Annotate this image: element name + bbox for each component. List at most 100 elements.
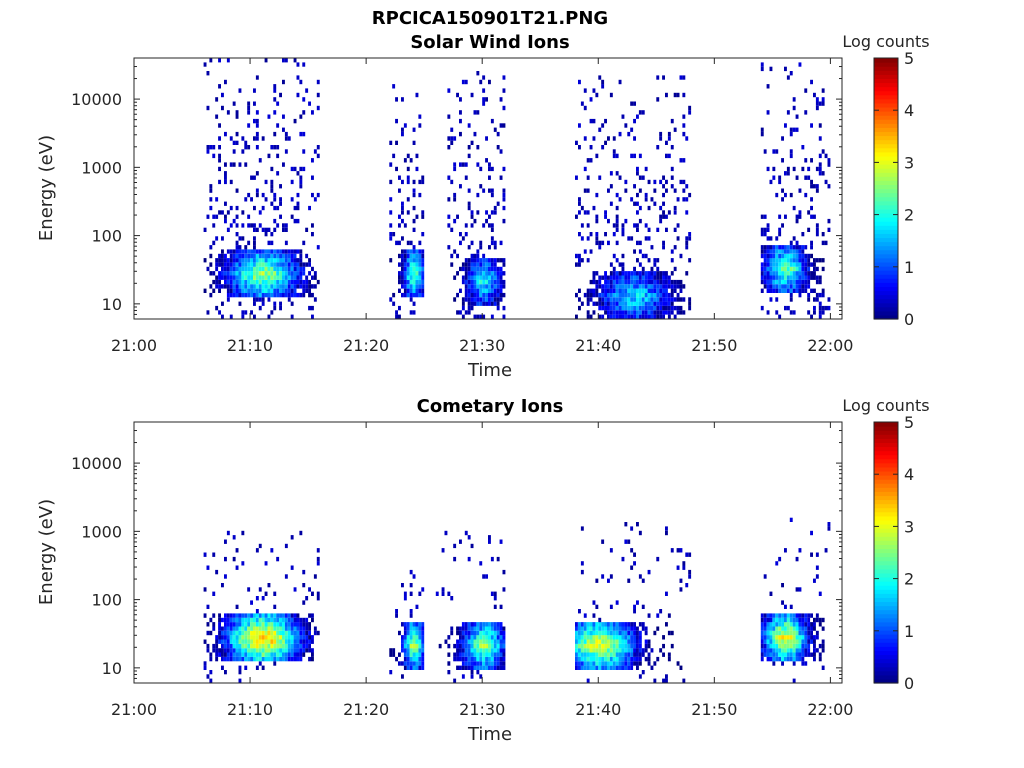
spectrogram-cell (316, 105, 320, 111)
spectrogram-cell (226, 643, 230, 649)
spectrogram-cell (775, 635, 779, 640)
spectrogram-cell (496, 284, 500, 289)
spectrogram-cell (621, 652, 625, 657)
spectrogram-cell (255, 635, 259, 640)
spectrogram-cell (401, 266, 404, 272)
spectrogram-cell (415, 253, 419, 259)
spectrogram-cell (586, 258, 590, 263)
spectrogram-cell (235, 253, 239, 259)
spectrogram-cell (238, 678, 242, 683)
spectrogram-cell (203, 227, 207, 232)
spectrogram-cell (401, 258, 404, 263)
spectrogram-cell (253, 279, 256, 285)
spectrogram-cell (282, 630, 285, 636)
colorbar-swatch (874, 670, 898, 676)
spectrogram-cell (612, 630, 616, 636)
spectrogram-cell (801, 166, 805, 172)
spectrogram-cell (650, 197, 654, 202)
spectrogram-cell (612, 271, 616, 276)
spectrogram-cell (253, 613, 256, 618)
spectrogram-cell (670, 288, 674, 293)
spectrogram-cell (459, 240, 462, 246)
colorbar-swatch (874, 274, 898, 279)
spectrogram-cell (612, 635, 616, 640)
spectrogram-cell (644, 275, 648, 280)
spectrogram-cell (392, 292, 396, 298)
spectrogram-cell (586, 656, 590, 662)
spectrogram-cell (821, 305, 825, 311)
spectrogram-cell (229, 262, 233, 267)
spectrogram-cell (296, 218, 300, 224)
spectrogram-cell (813, 578, 816, 583)
spectrogram-cell (421, 249, 425, 254)
spectrogram-cell (766, 227, 770, 232)
spectrogram-cell (235, 639, 239, 644)
spectrogram-cell (636, 288, 639, 293)
spectrogram-cell (273, 131, 277, 137)
spectrogram-cell (302, 292, 306, 298)
spectrogram-cell (766, 622, 770, 627)
spectrogram-cell (647, 258, 651, 263)
spectrogram-cell (659, 284, 663, 289)
spectrogram-cell (682, 310, 686, 315)
spectrogram-cell (241, 284, 245, 289)
spectrogram-cell (224, 258, 227, 263)
spectrogram-cell (488, 162, 491, 167)
spectrogram-cell (778, 626, 782, 631)
colorbar-swatch (874, 491, 898, 497)
spectrogram-cell (607, 218, 610, 224)
spectrogram-cell (415, 92, 419, 98)
spectrogram-cell (276, 635, 280, 640)
spectrogram-cell (499, 656, 503, 662)
spectrogram-cell (485, 158, 488, 163)
spectrogram-cell (302, 279, 306, 285)
spectrogram-cell (401, 275, 404, 280)
spectrogram-cell (264, 227, 268, 232)
spectrogram-cell (772, 262, 776, 267)
spectrogram-cell (224, 670, 227, 675)
colorbar-swatch (874, 66, 898, 71)
spectrogram-cell (609, 630, 613, 636)
spectrogram-cell (453, 297, 457, 302)
spectrogram-cell (401, 201, 404, 206)
spectrogram-cell (290, 314, 294, 319)
spectrogram-cell (798, 214, 802, 219)
spectrogram-cell (459, 648, 462, 653)
spectrogram-cell (633, 626, 636, 631)
spectrogram-cell (650, 305, 654, 311)
spectrogram-cell (311, 591, 314, 596)
spectrogram-cell (807, 630, 811, 636)
spectrogram-cell (284, 617, 288, 623)
spectrogram-cell (601, 639, 605, 644)
spectrogram-cell (618, 288, 622, 293)
spectrogram-cell (221, 630, 224, 636)
spectrogram-cell (206, 604, 210, 609)
spectrogram-cell (293, 643, 297, 649)
spectrogram-cell (760, 626, 764, 631)
spectrogram-cell (781, 262, 784, 267)
spectrogram-cell (473, 665, 477, 670)
spectrogram-cell (595, 630, 599, 636)
spectrogram-cell (409, 665, 413, 670)
spectrogram-cell (641, 670, 645, 675)
spectrogram-cell (464, 232, 468, 237)
spectrogram-cell (273, 205, 277, 211)
colorbar-swatch (874, 82, 898, 88)
colorbar-swatch (874, 290, 898, 296)
spectrogram-cell (482, 223, 486, 228)
spectrogram-cell (401, 271, 404, 276)
spectrogram-cell (592, 600, 596, 605)
spectrogram-cell (473, 288, 477, 293)
spectrogram-cell (801, 630, 805, 636)
spectrogram-cell (490, 591, 494, 596)
spectrogram-cell (226, 258, 230, 263)
spectrogram-cell (688, 301, 692, 306)
spectrogram-cell (253, 617, 256, 623)
spectrogram-cell (224, 574, 227, 579)
spectrogram-cell (795, 271, 799, 276)
spectrogram-cell (586, 236, 590, 241)
spectrogram-cell (598, 652, 602, 657)
spectrogram-cell (238, 249, 242, 254)
spectrogram-cell (470, 643, 474, 649)
spectrogram-cell (760, 266, 764, 272)
